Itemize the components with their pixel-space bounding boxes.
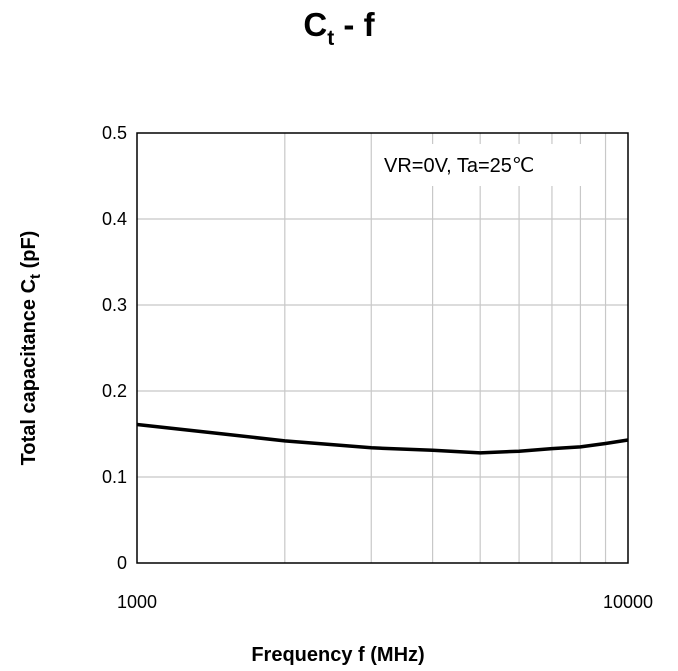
chart-title-main: C: [303, 6, 328, 43]
annotation-box: [372, 144, 602, 186]
y-tick-label: 0.4: [102, 209, 127, 229]
plot-frame: [136, 132, 629, 564]
chart-title-rest: - f: [334, 6, 375, 43]
grid-lines: [137, 133, 628, 563]
y-axis-label-main: Total capacitance C: [18, 279, 40, 465]
y-tick-label: 0.1: [102, 467, 127, 487]
series-line-ct: [136, 422, 629, 455]
y-tick-labels: 0 0.1 0.2 0.3 0.4 0.5: [102, 123, 127, 573]
y-tick-label: 0.2: [102, 381, 127, 401]
y-axis-label: Total capacitance Ct (pF): [18, 231, 44, 466]
y-tick-label: 0.3: [102, 295, 127, 315]
annotation-text: VR=0V, Ta=25℃: [384, 155, 534, 177]
x-axis-label: Frequency f (MHz): [251, 644, 424, 666]
x-tick-label: 1000: [117, 592, 157, 612]
x-tick-label: 10000: [603, 592, 653, 612]
y-tick-label: 0: [117, 553, 127, 573]
chart-title-subscript: t: [327, 27, 335, 50]
y-axis-label-rest: (pF): [18, 231, 40, 274]
y-axis-label-subscript: t: [27, 274, 44, 279]
chart-title: Ct - f: [0, 6, 678, 50]
x-tick-labels: 1000 10000: [117, 592, 653, 612]
y-tick-label: 0.5: [102, 123, 127, 143]
